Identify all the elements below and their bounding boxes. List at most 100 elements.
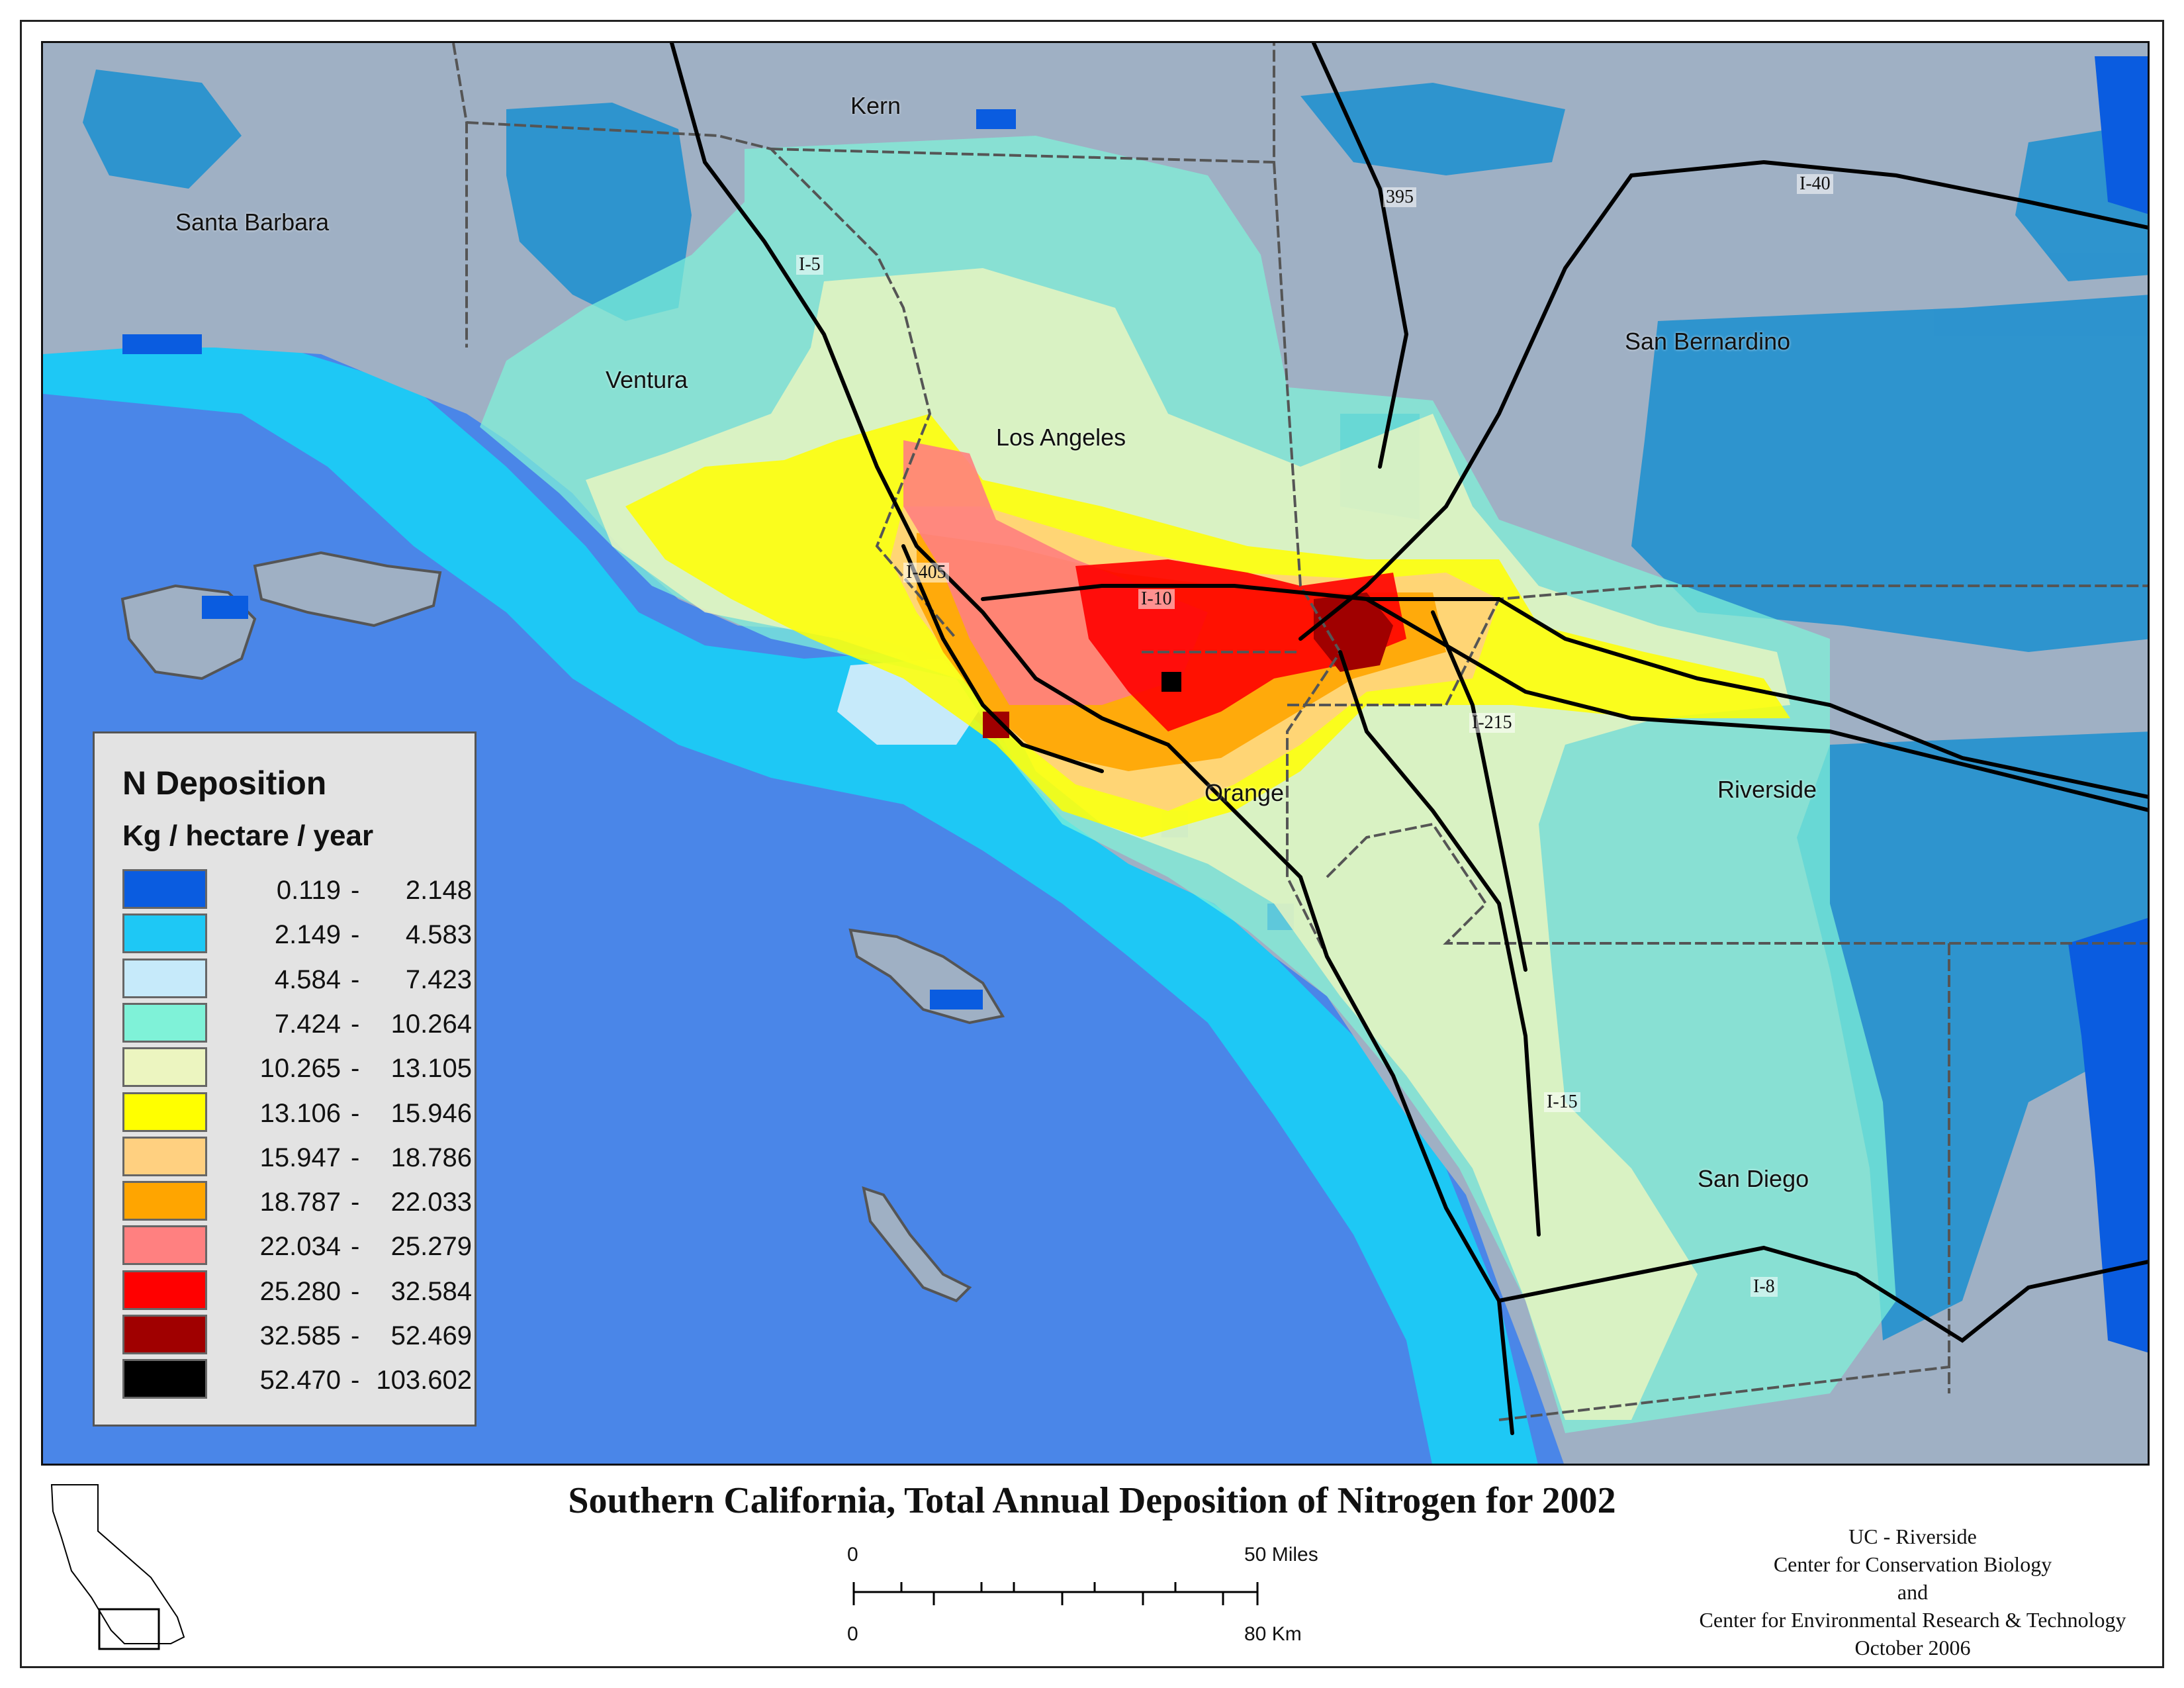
legend-min-value: 18.787 [259, 1188, 341, 1217]
legend-min-value: 25.280 [259, 1276, 341, 1306]
island-san-clemente [862, 1186, 972, 1303]
legend-max-value: 25.279 [390, 1232, 472, 1262]
credit-line-2: Center for Conservation Biology [1773, 1552, 2052, 1576]
legend-range-dash: - [351, 920, 360, 950]
legend-max-value: 4.583 [405, 920, 472, 950]
label-kern: Kern [850, 92, 901, 119]
legend-row: 0.119- 2.148 [122, 869, 472, 909]
legend-range-dash: - [351, 964, 360, 994]
legend-swatch [122, 1047, 207, 1088]
legend-min-value: 10.265 [259, 1054, 341, 1084]
legend-max-value: 2.148 [405, 876, 472, 905]
credit-line-1: UC - Riverside [1848, 1524, 1977, 1548]
legend-min-value: 22.034 [259, 1232, 341, 1262]
inset-extent-box [98, 1608, 160, 1650]
legend-min-value: 13.106 [259, 1098, 341, 1128]
legend-max-value: 22.033 [390, 1188, 472, 1217]
legend-swatch [122, 1092, 207, 1132]
road-label-i10: I-10 [1138, 589, 1175, 609]
legend-max-value: 103.602 [376, 1366, 472, 1395]
highways [670, 43, 2148, 1435]
road-label-i40: I-40 [1797, 174, 1833, 194]
legend-row: 4.584- 7.423 [122, 958, 472, 998]
island-santa-cruz [253, 551, 442, 628]
california-locator-inset [50, 1484, 185, 1650]
legend-row: 13.106-15.946 [122, 1092, 472, 1132]
zones-deep-blue [122, 56, 2148, 1353]
legend: N Deposition Kg / hectare / year 0.119-2… [93, 731, 477, 1427]
legend-swatch [122, 1181, 207, 1221]
legend-swatch [122, 914, 207, 954]
zone-black-peak [1161, 672, 1181, 692]
scale-km-end: 80 Km [1244, 1623, 1302, 1645]
legend-swatch [122, 869, 207, 909]
legend-max-value: 18.786 [390, 1143, 472, 1172]
road-label-i405: I-405 [903, 563, 949, 583]
road-label-i15: I-15 [1544, 1092, 1580, 1112]
legend-row: 10.265-13.105 [122, 1047, 472, 1088]
legend-row: 22.034-25.279 [122, 1225, 472, 1266]
legend-range-dash: - [351, 1054, 360, 1084]
scale-miles-end: 50 Miles [1244, 1544, 1318, 1566]
legend-swatch [122, 1315, 207, 1354]
label-los-angeles: Los Angeles [996, 424, 1126, 451]
legend-units: Kg / hectare / year [122, 820, 374, 852]
credit-line-3: and [1897, 1580, 1929, 1604]
legend-range-dash: - [351, 1321, 360, 1350]
california-outline [50, 1484, 185, 1644]
scale-miles-zero: 0 [847, 1544, 858, 1566]
legend-max-value: 32.584 [390, 1276, 472, 1306]
road-label-i5: I-5 [796, 255, 823, 275]
legend-row: 32.585- 52.469 [122, 1315, 472, 1354]
legend-swatch [122, 1225, 207, 1266]
label-san-diego: San Diego [1698, 1165, 1809, 1192]
legend-range-dash: - [351, 1232, 360, 1262]
legend-swatch [122, 1359, 207, 1399]
legend-min-value: 0.119 [276, 876, 341, 905]
credits: UC - Riverside Center for Conservation B… [1648, 1523, 2177, 1662]
scale-km-zero: 0 [847, 1623, 858, 1645]
legend-range-dash: - [351, 876, 360, 905]
label-santa-barbara: Santa Barbara [175, 209, 330, 236]
legend-max-value: 10.264 [390, 1009, 472, 1039]
legend-swatch [122, 1002, 207, 1043]
legend-max-value: 13.105 [390, 1054, 472, 1084]
legend-min-value: 2.149 [274, 920, 341, 950]
legend-max-value: 15.946 [390, 1098, 472, 1128]
legend-swatch [122, 958, 207, 998]
credit-line-5: October 2006 [1854, 1636, 1971, 1660]
legend-row: 2.149- 4.583 [122, 914, 472, 954]
legend-row: 52.470-103.602 [122, 1359, 472, 1399]
legend-max-value: 7.423 [405, 964, 472, 994]
road-label-i215: I-215 [1469, 713, 1515, 733]
legend-min-value: 32.585 [259, 1321, 341, 1350]
label-orange: Orange [1205, 779, 1285, 806]
map-title: Southern California, Total Annual Deposi… [568, 1480, 1616, 1521]
scale-bar: 0 50 Miles 0 80 Km [821, 1536, 1350, 1655]
legend-swatch [122, 1270, 207, 1310]
legend-range-dash: - [351, 1098, 360, 1128]
label-ventura: Ventura [606, 366, 688, 393]
legend-row: 25.280-32.584 [122, 1270, 472, 1310]
credit-line-4: Center for Environmental Research & Tech… [1699, 1608, 2126, 1632]
legend-range-dash: - [351, 1143, 360, 1172]
legend-min-value: 4.584 [274, 964, 341, 994]
legend-range-dash: - [351, 1366, 360, 1395]
road-label-395: 395 [1383, 187, 1416, 207]
legend-row: 7.424-10.264 [122, 1002, 472, 1043]
legend-title: N Deposition [122, 765, 327, 802]
legend-row: 15.947- 18.786 [122, 1136, 472, 1176]
road-label-i8: I-8 [1751, 1277, 1778, 1297]
legend-range-dash: - [351, 1276, 360, 1306]
label-riverside: Riverside [1717, 776, 1817, 803]
label-san-bernardino: San Bernardino [1625, 328, 1791, 355]
legend-range-dash: - [351, 1188, 360, 1217]
legend-max-value: 52.469 [390, 1321, 472, 1350]
legend-range-dash: - [351, 1009, 360, 1039]
legend-min-value: 52.470 [259, 1366, 341, 1395]
legend-min-value: 7.424 [274, 1009, 341, 1039]
legend-row: 18.787- 22.033 [122, 1181, 472, 1221]
legend-min-value: 15.947 [259, 1143, 341, 1172]
legend-swatch [122, 1136, 207, 1176]
page-frame [20, 20, 2164, 1668]
